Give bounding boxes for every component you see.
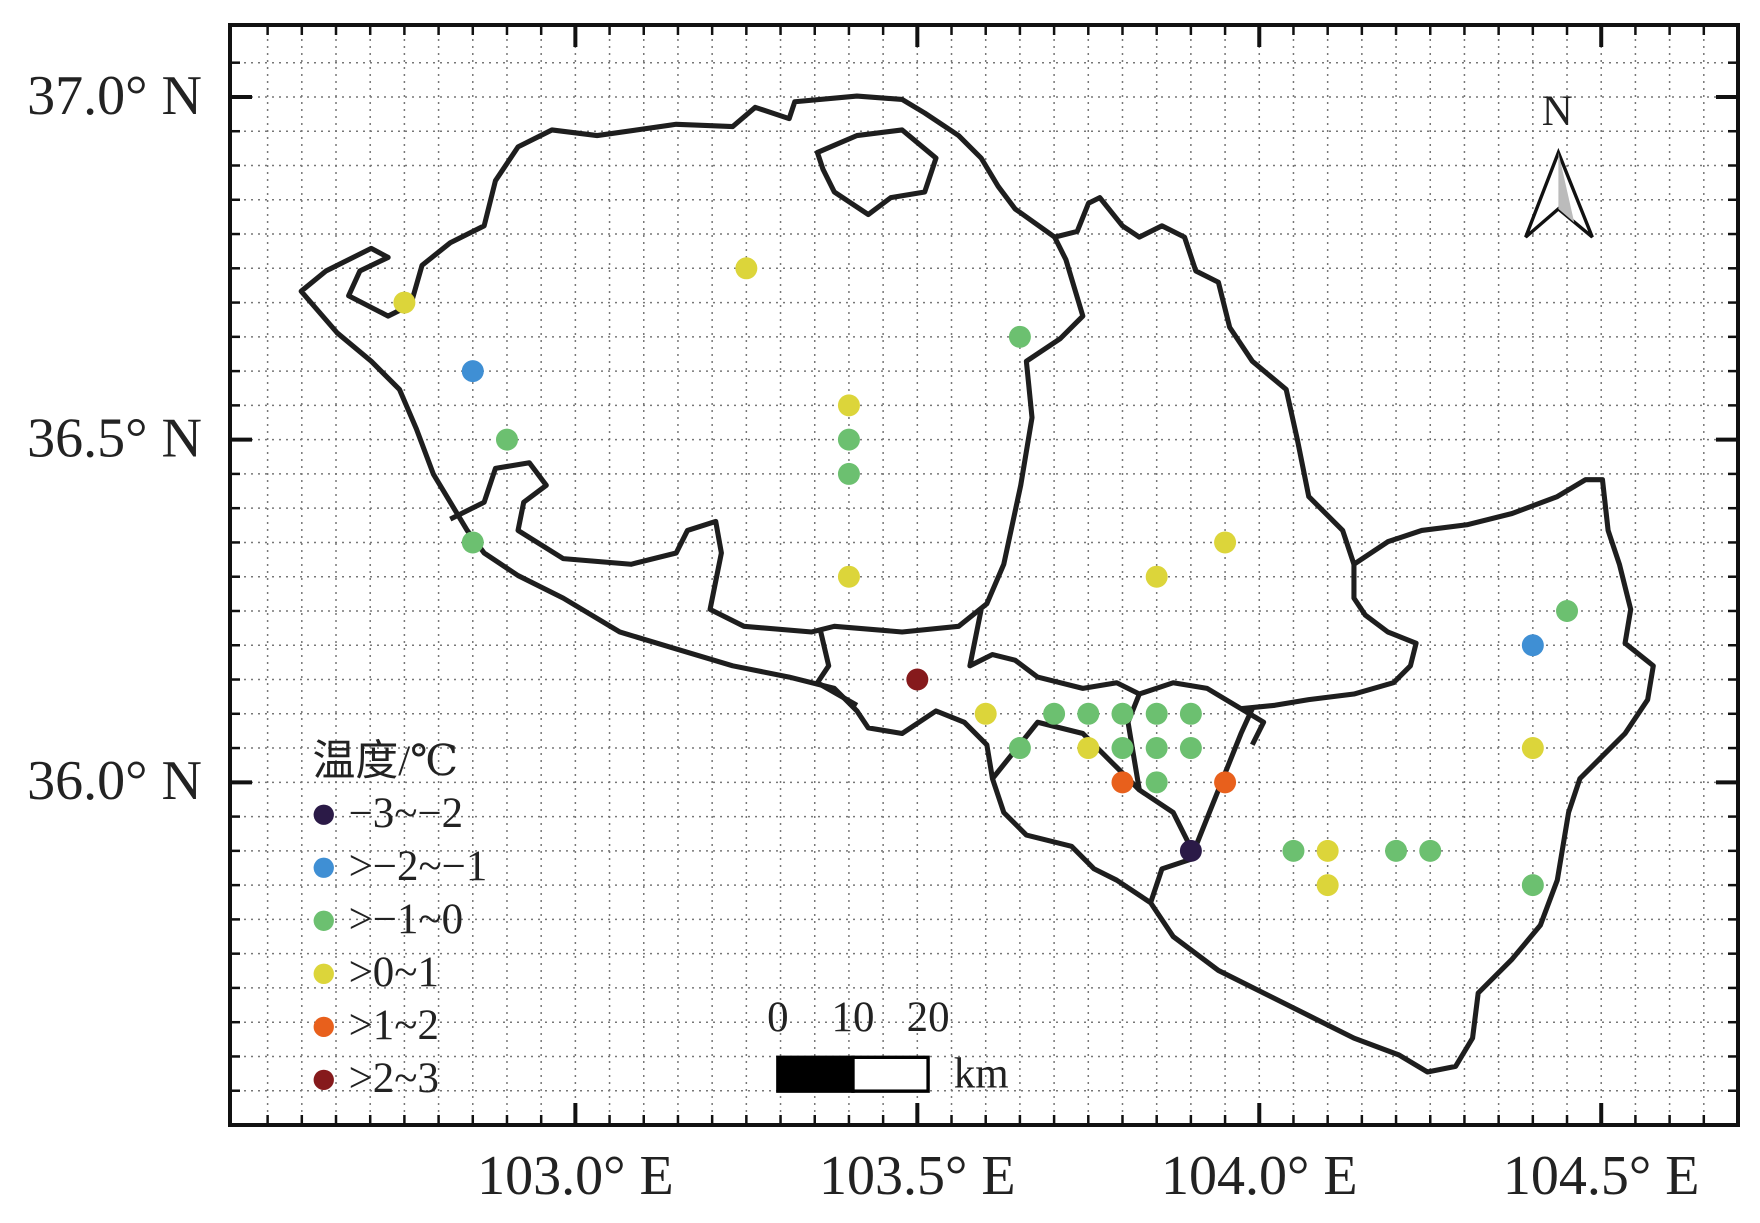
outer-boundary xyxy=(298,93,1656,1075)
station-point xyxy=(837,565,860,588)
station-point xyxy=(1419,839,1442,862)
inner-boundary xyxy=(814,631,859,708)
x-tick-label: 104.5° E xyxy=(1503,1145,1700,1207)
station-point xyxy=(1316,874,1339,897)
station-point xyxy=(495,428,518,451)
station-point xyxy=(1145,565,1168,588)
y-tick-label: 36.0° N xyxy=(27,750,202,812)
x-tick-label: 103.0° E xyxy=(477,1145,674,1207)
y-tick-label: 36.5° N xyxy=(27,407,202,469)
inner-boundary xyxy=(1240,564,1419,712)
legend-label: >1~2 xyxy=(349,1002,439,1049)
north-label: N xyxy=(1542,88,1573,135)
scale-segment xyxy=(851,1055,930,1093)
inner-boundary xyxy=(814,127,939,218)
station-point xyxy=(837,394,860,417)
station-point xyxy=(1316,839,1339,862)
station-point xyxy=(974,702,997,725)
station-point xyxy=(1145,771,1168,794)
legend-marker xyxy=(313,804,334,825)
x-tick-label: 103.5° E xyxy=(819,1145,1016,1207)
x-tick-label: 104.0° E xyxy=(1161,1145,1358,1207)
legend-label: >0~1 xyxy=(349,949,439,996)
legend-label: >−2~−1 xyxy=(349,843,488,890)
station-point xyxy=(1521,874,1544,897)
station-point xyxy=(1521,737,1544,760)
station-point xyxy=(1385,839,1408,862)
station-point xyxy=(1521,634,1544,657)
station-point xyxy=(1145,702,1168,725)
station-point xyxy=(461,360,484,383)
y-tick-label: 37.0° N xyxy=(27,65,202,127)
station-point xyxy=(1179,702,1202,725)
station-point xyxy=(906,668,929,691)
legend-marker xyxy=(313,1069,334,1091)
frame xyxy=(228,23,1740,1127)
legend-title: 温度/℃ xyxy=(312,738,458,785)
station-point xyxy=(1008,325,1031,348)
station-point xyxy=(1214,771,1237,794)
station-point xyxy=(1008,737,1031,760)
scale-label: 20 xyxy=(907,994,950,1041)
station-point xyxy=(1111,702,1134,725)
station-point xyxy=(1179,737,1202,760)
legend-marker xyxy=(313,857,334,878)
legend-label: −3~−2 xyxy=(349,790,464,837)
station-point xyxy=(393,291,416,314)
legend-marker xyxy=(313,910,334,931)
station-point xyxy=(461,531,484,554)
scale-label: 10 xyxy=(832,994,875,1041)
station-point xyxy=(1214,531,1237,554)
scale-label: 0 xyxy=(767,994,788,1041)
scale-segment xyxy=(776,1055,855,1093)
station-point xyxy=(1179,839,1202,862)
station-point xyxy=(837,462,860,485)
station-point xyxy=(1111,771,1134,794)
points xyxy=(393,257,1579,897)
station-point xyxy=(1043,702,1066,725)
scale-unit: km xyxy=(954,1050,1009,1097)
legend-marker xyxy=(313,963,334,984)
boundaries xyxy=(298,93,1656,1075)
station-point xyxy=(1077,702,1100,725)
station-point xyxy=(735,257,758,280)
station-point xyxy=(1556,599,1579,622)
station-point xyxy=(1282,839,1305,862)
station-point xyxy=(1111,737,1134,760)
station-point xyxy=(837,428,860,451)
inner-boundary xyxy=(967,608,1267,746)
overlay: N 温度/℃ km −3~−2 >−2~−1 >−1~0 >0~1 >1~2 >2~3 0 1… xyxy=(312,88,1594,1102)
north-arrow-shade xyxy=(1558,152,1575,223)
station-point xyxy=(1077,737,1100,760)
inner-boundary xyxy=(449,235,1086,635)
station-point xyxy=(1145,737,1168,760)
legend-label: >−1~0 xyxy=(349,896,464,943)
legend-label: >2~3 xyxy=(349,1055,439,1102)
legend-marker xyxy=(313,1016,334,1037)
